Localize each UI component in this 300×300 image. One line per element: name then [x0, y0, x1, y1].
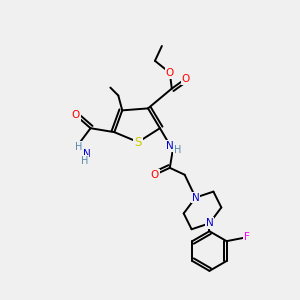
Text: H: H [174, 145, 182, 155]
Text: H: H [81, 156, 88, 166]
Text: N: N [192, 193, 200, 202]
Text: F: F [244, 232, 250, 242]
Text: N: N [83, 149, 91, 159]
Text: O: O [72, 110, 80, 120]
Text: H: H [75, 142, 82, 152]
Text: N: N [206, 218, 213, 228]
Text: O: O [166, 68, 174, 78]
Text: O: O [151, 170, 159, 180]
Text: S: S [134, 136, 142, 148]
Text: N: N [166, 141, 174, 151]
Text: O: O [182, 74, 190, 84]
